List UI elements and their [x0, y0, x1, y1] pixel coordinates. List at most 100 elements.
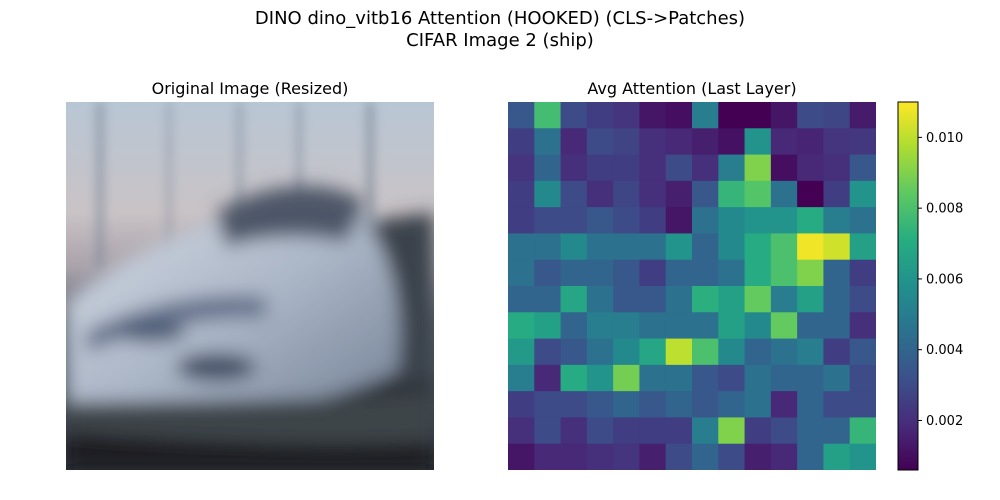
heatmap-cell	[718, 128, 745, 155]
colorbar: 0.002 0.004 0.006 0.008 0.010	[897, 101, 963, 471]
heatmap-cell	[692, 391, 719, 418]
heatmap-cell	[560, 207, 588, 234]
heatmap-cell	[797, 391, 824, 418]
heatmap-cell	[770, 286, 798, 313]
heatmap-cell	[534, 259, 561, 287]
figure-title-line-2: CIFAR Image 2 (ship)	[406, 30, 594, 51]
heatmap-cell	[692, 128, 719, 155]
heatmap-cell	[586, 180, 614, 208]
heatmap-cell	[508, 391, 535, 418]
heatmap-cell	[744, 364, 772, 392]
heatmap-cell	[692, 417, 719, 445]
heatmap-cell	[560, 391, 588, 418]
heatmap-cell	[744, 207, 772, 234]
heatmap-cell	[823, 259, 851, 287]
heatmap-cell	[586, 259, 614, 287]
heatmap-cell	[639, 391, 667, 418]
heatmap-cell	[797, 259, 824, 287]
heatmap-cell	[744, 154, 772, 182]
heatmap-cell	[639, 286, 667, 313]
heatmap-cell	[586, 364, 614, 392]
heatmap-cell	[586, 154, 614, 182]
heatmap-cell	[665, 233, 693, 261]
heatmap-cell	[823, 102, 851, 129]
heatmap-cell	[718, 364, 745, 392]
heatmap-cell	[560, 338, 588, 366]
colorbar-tick-label: 0.006	[926, 272, 963, 287]
heatmap-cell	[718, 312, 745, 339]
heatmap-cell	[744, 417, 772, 445]
heatmap-cell	[560, 128, 588, 155]
heatmap-cell	[665, 338, 693, 366]
heatmap-cell	[849, 154, 876, 182]
heatmap-cell	[560, 286, 588, 313]
heatmap-cell	[560, 154, 588, 182]
heatmap-cell	[508, 312, 535, 339]
heatmap-cell	[586, 233, 614, 261]
heatmap-cell	[849, 443, 876, 470]
attention-heatmap	[508, 102, 876, 470]
heatmap-cell	[560, 102, 588, 129]
heatmap-cell	[613, 443, 640, 470]
heatmap-cell	[508, 102, 535, 129]
heatmap-cell	[613, 259, 640, 287]
heatmap-cell	[508, 286, 535, 313]
heatmap-cell	[534, 286, 561, 313]
heatmap-cell	[770, 364, 798, 392]
heatmap-cell	[586, 286, 614, 313]
heatmap-cell	[613, 154, 640, 182]
heatmap-cell	[613, 391, 640, 418]
heatmap-cell	[639, 364, 667, 392]
heatmap-cell	[770, 312, 798, 339]
heatmap-cell	[665, 443, 693, 470]
heatmap-cell	[560, 443, 588, 470]
heatmap-cell	[849, 391, 876, 418]
heatmap-cell	[823, 207, 851, 234]
heatmap-cell	[823, 180, 851, 208]
heatmap-cell	[744, 128, 772, 155]
heatmap-cell	[586, 207, 614, 234]
heatmap-cell	[823, 364, 851, 392]
heatmap-cell	[508, 443, 535, 470]
heatmap-cell	[639, 207, 667, 234]
heatmap-cell	[823, 443, 851, 470]
heatmap-cell	[508, 364, 535, 392]
heatmap-cell	[613, 207, 640, 234]
heatmap-cell	[823, 128, 851, 155]
heatmap-cell	[849, 364, 876, 392]
heatmap-cell	[744, 102, 772, 129]
heatmap-cell	[718, 417, 745, 445]
heatmap-cell	[692, 286, 719, 313]
heatmap-cell	[770, 102, 798, 129]
heatmap-cell	[692, 443, 719, 470]
heatmap-cell	[797, 364, 824, 392]
heatmap-cell	[849, 259, 876, 287]
heatmap-cell	[560, 312, 588, 339]
heatmap-cell	[534, 180, 561, 208]
heatmap-cell	[797, 233, 824, 261]
heatmap-cell	[744, 259, 772, 287]
heatmap-cell	[613, 338, 640, 366]
heatmap-cell	[770, 233, 798, 261]
heatmap-cell	[534, 128, 561, 155]
heatmap-cell	[665, 259, 693, 287]
heatmap-cell	[849, 207, 876, 234]
heatmap-cell	[586, 443, 614, 470]
heatmap-cell	[560, 233, 588, 261]
heatmap-cell	[586, 102, 614, 129]
heatmap-cell	[849, 417, 876, 445]
heatmap-cell	[508, 417, 535, 445]
heatmap-cell	[639, 312, 667, 339]
heatmap-cell	[560, 417, 588, 445]
heatmap-cell	[718, 233, 745, 261]
heatmap-cell	[770, 259, 798, 287]
heatmap-cell	[665, 102, 693, 129]
heatmap-cell	[639, 443, 667, 470]
heatmap-cell	[665, 417, 693, 445]
heatmap-cell	[692, 180, 719, 208]
heatmap-cell	[744, 180, 772, 208]
heatmap-cell	[823, 286, 851, 313]
heatmap-cell	[849, 286, 876, 313]
heatmap-cell	[534, 364, 561, 392]
heatmap-cell	[823, 233, 851, 261]
